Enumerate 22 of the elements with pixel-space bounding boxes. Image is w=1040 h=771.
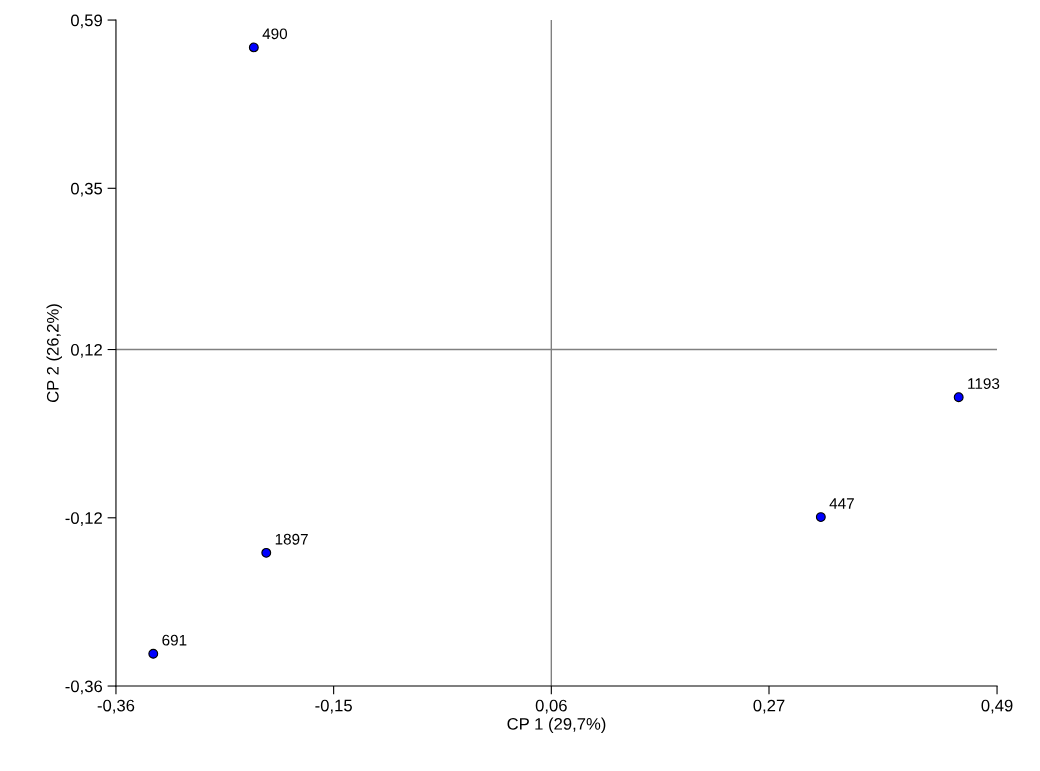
point xyxy=(815,512,826,523)
point xyxy=(953,392,964,403)
point xyxy=(148,648,159,659)
point xyxy=(261,547,272,558)
x-tick-label: -0,15 xyxy=(315,699,352,714)
x-tick-label: -0,36 xyxy=(97,699,135,714)
annotation: 1193 xyxy=(968,378,1000,390)
x-tick-label: 0,49 xyxy=(981,699,1013,714)
y-tick-label: 0,12 xyxy=(70,343,102,358)
y-tick-label: -0,36 xyxy=(65,680,103,695)
y-axis-title: CP 2 (26,2%) xyxy=(46,304,62,403)
y-tick-label: 0,59 xyxy=(70,14,102,29)
point xyxy=(248,42,259,53)
x-axis-title: CP 1 (29,7%) xyxy=(507,717,606,734)
y-tick-label: -0,12 xyxy=(65,512,102,526)
y-tick-label: 0,35 xyxy=(70,182,103,197)
annotation: 1897 xyxy=(275,533,308,545)
annotation: 691 xyxy=(162,634,187,646)
x-tick-label: 0,27 xyxy=(753,699,785,714)
annotation: 490 xyxy=(262,28,288,40)
annotation: 447 xyxy=(829,498,854,509)
x-tick-label: 0,06 xyxy=(535,699,567,714)
